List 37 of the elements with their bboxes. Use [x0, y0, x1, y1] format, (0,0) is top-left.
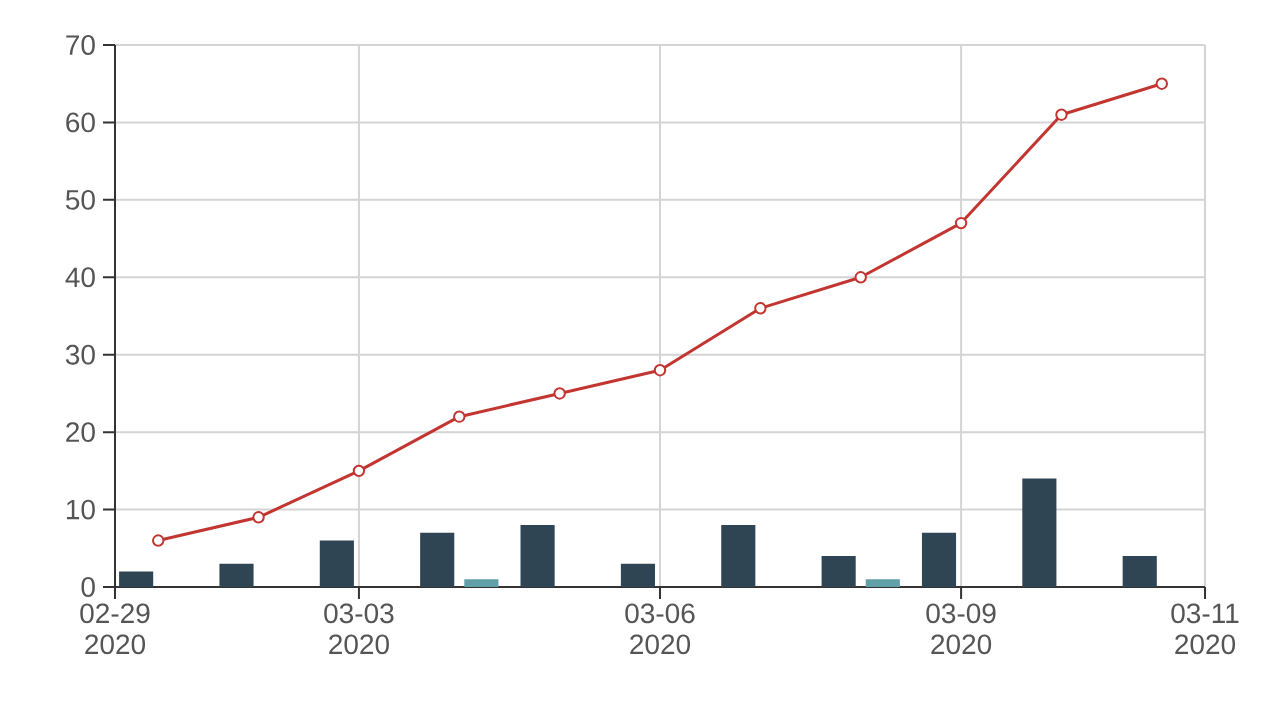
point	[754, 302, 767, 315]
bar	[1022, 478, 1057, 587]
point	[352, 464, 366, 478]
y-tick-label: 60	[66, 112, 95, 133]
bar	[420, 532, 455, 587]
bar	[119, 571, 154, 587]
point	[453, 410, 466, 423]
x-tick-label: 03-09 2020	[926, 603, 996, 655]
point	[152, 534, 165, 547]
y-tick-label: 10	[66, 499, 95, 520]
y-tick-label: 30	[65, 344, 95, 365]
bar	[219, 563, 254, 587]
point	[854, 271, 867, 284]
y-tick-label: 50	[65, 189, 95, 210]
x-tick-label: 03-06 2020	[625, 603, 695, 655]
bar	[921, 532, 957, 587]
point	[1155, 77, 1168, 90]
y-tick-label: 40	[65, 267, 95, 288]
bar	[520, 525, 555, 587]
bar	[865, 579, 900, 587]
x-tick-label: 03-03 2020	[324, 603, 394, 655]
bar	[821, 556, 856, 587]
bar	[1122, 556, 1157, 587]
point	[252, 511, 265, 524]
point	[653, 364, 667, 377]
point	[553, 387, 566, 400]
x-tick-label: 02-29 2020	[80, 603, 150, 655]
bar	[721, 525, 756, 587]
y-tick-label: 0	[81, 577, 95, 597]
x-tick-label: 03-11 2020	[1171, 603, 1239, 655]
point	[1055, 108, 1068, 121]
y-tick-label: 20	[66, 422, 95, 443]
y-tick-label: 70	[66, 35, 95, 55]
bar	[620, 563, 655, 587]
bar	[464, 579, 499, 587]
point	[954, 216, 968, 230]
bar	[319, 540, 354, 587]
